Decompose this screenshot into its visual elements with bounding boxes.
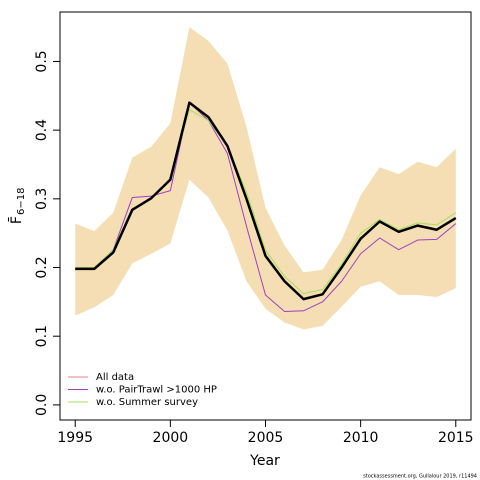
- y-tick-label-group: 0.0: [34, 394, 50, 416]
- series-line: [75, 101, 457, 301]
- legend-label: w.o. PairTrawl >1000 HP: [96, 385, 217, 396]
- x-tick-label: 1995: [57, 430, 93, 446]
- y-tick-label: 0.3: [34, 188, 50, 210]
- y-axis-label: F̄: [7, 216, 25, 224]
- y-tick-label: 0.4: [34, 119, 50, 141]
- y-tick-label-group: 0.5: [34, 50, 50, 72]
- y-axis-label-group: F̄ 6−18: [7, 188, 27, 225]
- y-tick-label-group: 0.3: [34, 188, 50, 210]
- x-tick-label: 2005: [248, 430, 284, 446]
- y-tick-label: 0.1: [34, 325, 50, 347]
- series-line: [75, 102, 457, 312]
- x-tick-label: 2010: [343, 430, 379, 446]
- x-tick-label: 2015: [438, 430, 474, 446]
- x-axis-label: Year: [249, 453, 280, 469]
- footnote: stockassessment.org, Gullalour 2019, r11…: [363, 474, 477, 480]
- y-tick-label: 0.5: [34, 50, 50, 72]
- y-tick-label: 0.2: [34, 256, 50, 278]
- y-tick-label-group: 0.4: [34, 119, 50, 141]
- x-tick-label: 2000: [153, 430, 189, 446]
- y-tick-label: 0.0: [34, 394, 50, 416]
- legend-label: w.o. Summer survey: [96, 397, 198, 408]
- legend-label: All data: [96, 372, 134, 383]
- y-axis-label-sub: 6−18: [16, 188, 27, 215]
- y-tick-label-group: 0.1: [34, 325, 50, 347]
- y-tick-label-group: 0.2: [34, 256, 50, 278]
- confidence-band: [75, 27, 456, 330]
